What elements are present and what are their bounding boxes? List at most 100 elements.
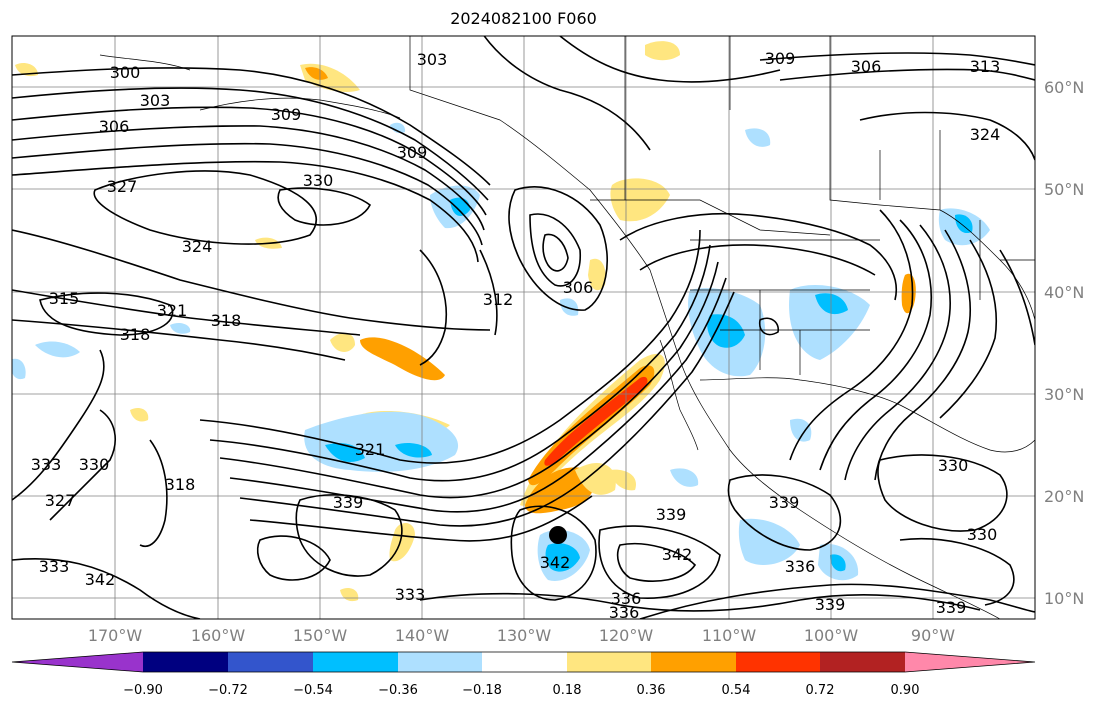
colorbar-bin bbox=[143, 652, 228, 672]
shading-blue-4 bbox=[815, 293, 848, 315]
lon-label: 170°W bbox=[87, 626, 143, 645]
colorbar-tick-label: −0.72 bbox=[208, 683, 248, 698]
colorbar-tick-label: −0.36 bbox=[378, 683, 418, 698]
contour-label: 336 bbox=[611, 589, 642, 608]
contour-label: 339 bbox=[769, 493, 800, 512]
colorbar-bin bbox=[567, 652, 651, 672]
contour-label: 333 bbox=[31, 455, 62, 474]
map-frame bbox=[11, 35, 1036, 620]
lon-label: 90°W bbox=[910, 626, 956, 645]
contour-label: 318 bbox=[211, 311, 242, 330]
shading-south-yellow bbox=[575, 462, 616, 495]
contour-label: 336 bbox=[609, 603, 640, 622]
contour-label: 342 bbox=[662, 545, 693, 564]
lon-label: 150°W bbox=[292, 626, 348, 645]
lat-label: 20°N bbox=[1044, 487, 1085, 506]
map-area bbox=[12, 36, 1035, 619]
colorbar-tick-label: 0.18 bbox=[552, 683, 582, 698]
contour-label: 330 bbox=[79, 455, 110, 474]
lat-label: 50°N bbox=[1044, 180, 1085, 199]
contour-label: 327 bbox=[45, 491, 76, 510]
colorbar-bin bbox=[313, 652, 398, 672]
shading-blue-2 bbox=[395, 443, 432, 458]
shading-lightblue-11 bbox=[560, 298, 579, 316]
contour-label: 309 bbox=[397, 143, 428, 162]
shading-south-orange bbox=[525, 467, 594, 514]
colorbar bbox=[11, 651, 1036, 673]
contour-label: 339 bbox=[656, 505, 687, 524]
contour-label: 342 bbox=[540, 553, 571, 572]
contour-label: 330 bbox=[303, 171, 334, 190]
contour-label: 306 bbox=[99, 117, 130, 136]
shading-blue-3 bbox=[707, 314, 745, 348]
lon-label: 120°W bbox=[598, 626, 654, 645]
contour-label: 303 bbox=[417, 50, 448, 69]
shading-midpac-yellow bbox=[330, 333, 355, 352]
shading-yellow-8 bbox=[588, 258, 606, 291]
contour-label: 339 bbox=[815, 595, 846, 614]
contour-label: 315 bbox=[49, 289, 80, 308]
shading-lightblue-5 bbox=[35, 341, 80, 358]
graticule bbox=[12, 36, 1035, 619]
colorbar-bin bbox=[820, 652, 905, 672]
contour-label: 318 bbox=[120, 325, 151, 344]
colorbar-bin bbox=[736, 652, 820, 672]
contour-label: 339 bbox=[936, 598, 967, 617]
lat-label: 30°N bbox=[1044, 385, 1085, 404]
lon-label: 140°W bbox=[394, 626, 450, 645]
shading-midpac-orange bbox=[360, 337, 445, 381]
colorbar-bin bbox=[398, 652, 482, 672]
colorbar-min-extend bbox=[12, 652, 143, 672]
contour-label: 324 bbox=[970, 125, 1001, 144]
lat-label: 10°N bbox=[1044, 589, 1085, 608]
contour-label: 339 bbox=[333, 493, 364, 512]
colorbar-tick-label: −0.90 bbox=[123, 683, 163, 698]
contour-lines bbox=[12, 36, 1035, 619]
lat-label: 40°N bbox=[1044, 283, 1085, 302]
contour-label: 327 bbox=[107, 177, 138, 196]
shading-lightblue-15 bbox=[170, 322, 191, 334]
colorbar-bin bbox=[228, 652, 313, 672]
contour-label: 333 bbox=[395, 585, 426, 604]
contour-label: 342 bbox=[85, 570, 116, 589]
colorbar-tick-label: 0.54 bbox=[721, 683, 751, 698]
contour-label: 321 bbox=[157, 301, 188, 320]
colorbar-tick-label: 0.90 bbox=[890, 683, 920, 698]
contour-label: 321 bbox=[355, 440, 386, 459]
shading-lightblue-3 bbox=[789, 285, 870, 360]
colorbar-bin bbox=[482, 652, 567, 672]
contour-label: 333 bbox=[39, 557, 70, 576]
contour-label: 303 bbox=[140, 91, 171, 110]
colorbar-tick-label: 0.72 bbox=[805, 683, 835, 698]
colorbar-bin bbox=[651, 652, 736, 672]
shading-lightblue-14 bbox=[390, 122, 406, 134]
lon-label: 100°W bbox=[803, 626, 859, 645]
lon-label: 160°W bbox=[190, 626, 246, 645]
colorbar-tick-label: 0.36 bbox=[636, 683, 666, 698]
contour-label: 324 bbox=[182, 237, 213, 256]
shading-lightblue-7 bbox=[738, 518, 800, 565]
shading-blue-7 bbox=[955, 214, 973, 234]
colorbar-outline bbox=[11, 651, 1036, 673]
shading-orange-nw bbox=[305, 67, 328, 80]
plot-title: 2024082100 F060 bbox=[450, 9, 597, 28]
contour-label: 330 bbox=[938, 456, 969, 475]
shading-yellow-7 bbox=[610, 469, 636, 491]
shading-yellow-4 bbox=[645, 41, 680, 61]
contour-label: 318 bbox=[165, 475, 196, 494]
lat-label: 60°N bbox=[1044, 78, 1085, 97]
contour-labels: 300 303 306 309 327 330 324 315 321 318 … bbox=[31, 49, 1001, 622]
cyclone-center-marker bbox=[549, 526, 567, 544]
colorbar-tick-label: −0.54 bbox=[293, 683, 333, 698]
colorbar-max-extend bbox=[905, 652, 1035, 672]
shading-yellow-9 bbox=[130, 408, 149, 422]
shading-lightblue-10 bbox=[790, 418, 812, 442]
shading-lightblue-6 bbox=[745, 128, 771, 147]
contour-label: 313 bbox=[970, 57, 1001, 76]
lon-label: 130°W bbox=[496, 626, 552, 645]
contour-label: 336 bbox=[785, 557, 816, 576]
contour-label: 309 bbox=[271, 105, 302, 124]
contour-label: 330 bbox=[967, 525, 998, 544]
shading-lightblue-13 bbox=[12, 358, 26, 379]
